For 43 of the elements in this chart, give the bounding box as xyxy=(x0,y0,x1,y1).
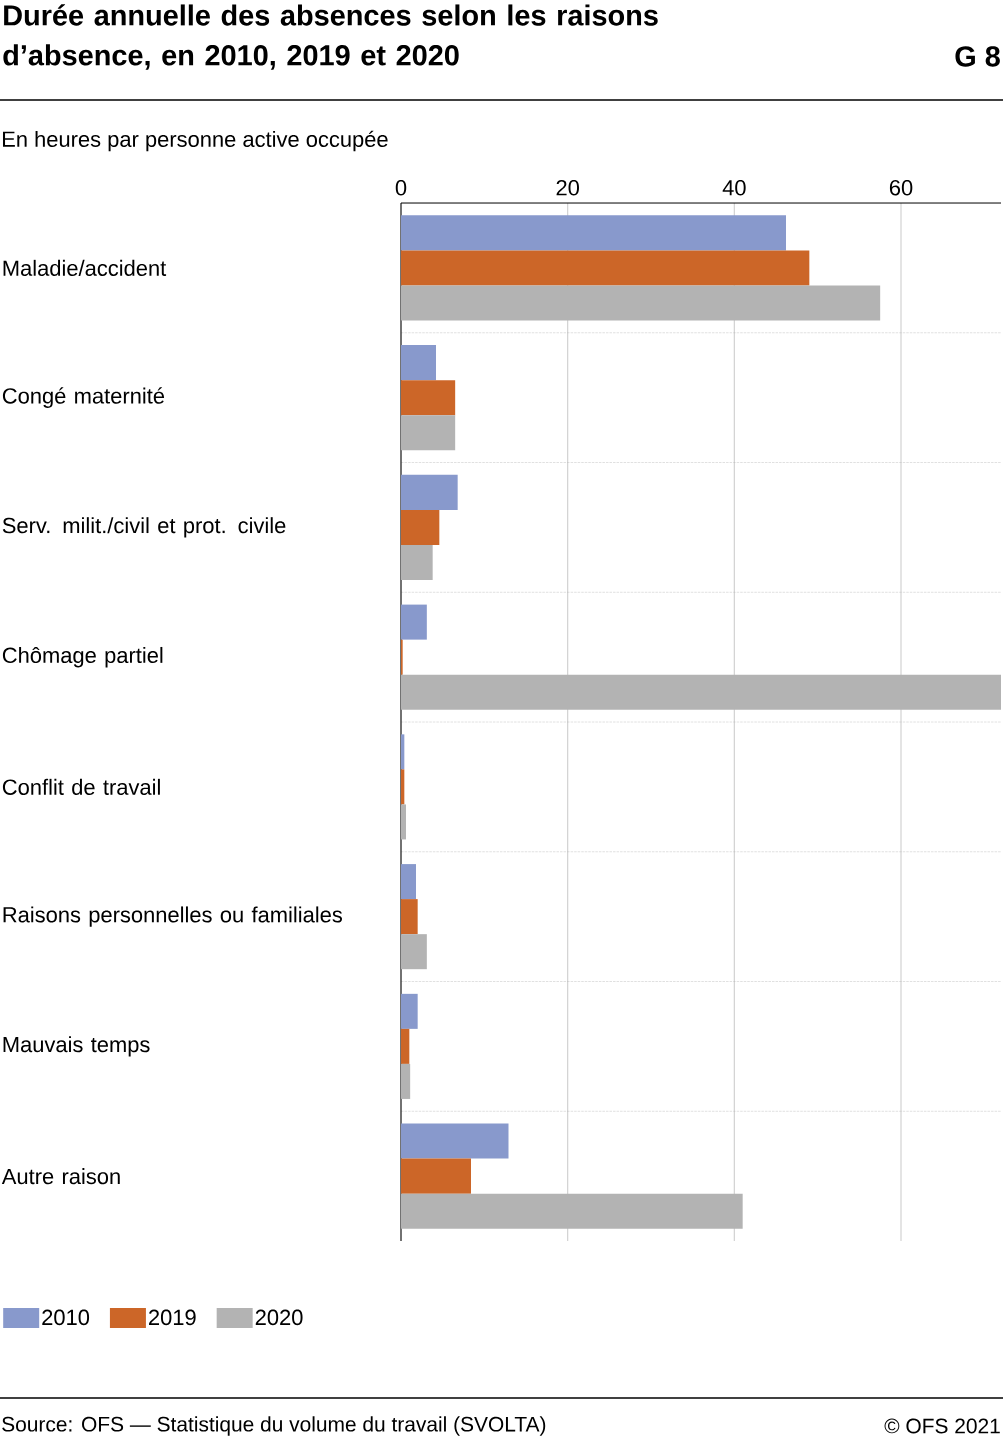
bar xyxy=(401,345,436,381)
bar xyxy=(401,1063,411,1099)
legend-label: 2020 xyxy=(255,1309,303,1326)
y-tick-label: Conflit de travail xyxy=(2,778,160,795)
bar xyxy=(401,250,810,286)
x-tick-label: 20 xyxy=(556,179,579,196)
y-tick-label: Mauvais temps xyxy=(3,1036,150,1057)
text: En heures par personne active occupée xyxy=(3,130,388,152)
source-note: Source: OFS — Statistique du volume du travail (SVOLTA) xyxy=(2,1416,546,1436)
bar xyxy=(401,1193,743,1229)
bar xyxy=(401,474,458,510)
y-tick-label: Autre raison xyxy=(1,1168,120,1185)
chart-title: Durée annuelle des absences selon les raisons d’absence, en 2010, 2019 et 2020 xyxy=(3,4,658,70)
text: © OFS 2021 xyxy=(884,1418,1000,1434)
bar xyxy=(401,674,1002,710)
bar xyxy=(401,215,786,251)
bar xyxy=(401,804,406,840)
bar xyxy=(401,934,427,970)
bar xyxy=(401,1158,471,1194)
bar xyxy=(401,1028,410,1064)
bar xyxy=(401,544,433,580)
bar xyxy=(401,380,456,416)
bar xyxy=(401,285,881,321)
y-tick-label: Congé maternité xyxy=(2,387,165,408)
text: G 8 xyxy=(955,46,1000,67)
x-tick-label: 40 xyxy=(722,179,746,196)
legend-label: 2019 xyxy=(149,1309,196,1326)
bar xyxy=(401,899,418,935)
bar xyxy=(401,604,427,640)
y-tick-label: Raisons personnelles ou familiales xyxy=(3,906,343,927)
bar xyxy=(401,415,456,451)
bar xyxy=(401,993,418,1029)
y-tick-label: Chômage partiel xyxy=(2,646,163,668)
bar xyxy=(401,769,405,805)
bar xyxy=(401,734,405,770)
y-tick-label: Serv. milit./civil et prot. civile xyxy=(2,517,286,538)
legend-label: 2010 xyxy=(42,1309,90,1326)
x-tick-label: 0 xyxy=(395,179,407,196)
x-tick-label: 60 xyxy=(889,179,913,196)
bar xyxy=(401,509,440,545)
y-tick-label: Maladie/accident xyxy=(3,259,167,276)
bar xyxy=(401,1123,509,1159)
bar xyxy=(401,864,416,900)
